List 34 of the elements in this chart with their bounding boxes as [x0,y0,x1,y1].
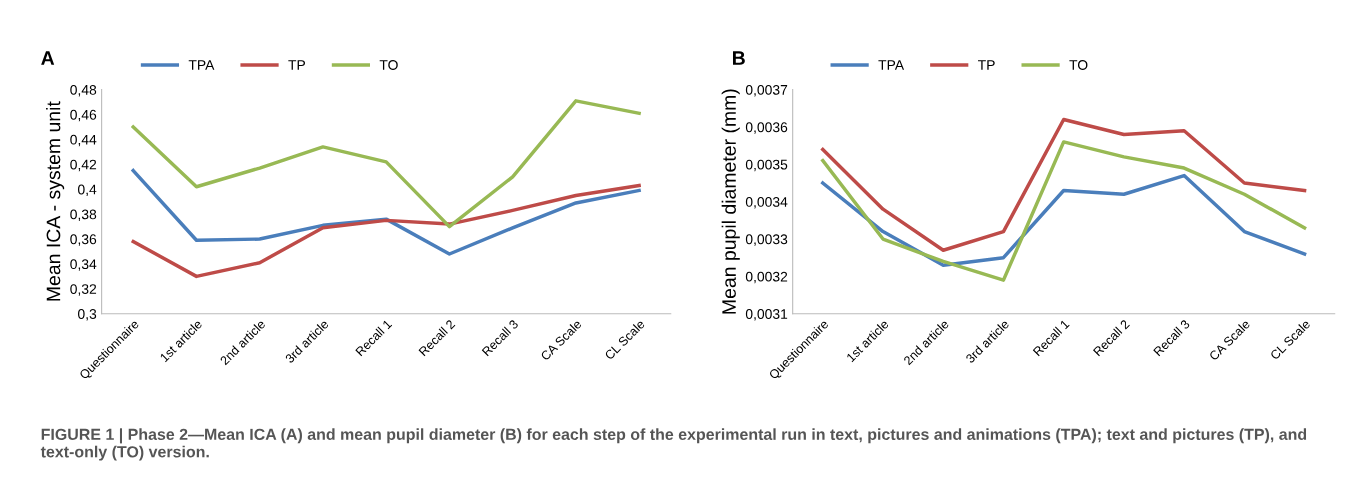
y-tick-label: 0,0031 [745,309,788,321]
y-tick-label: 0,0036 [745,122,788,134]
y-tick-label: 0,0037 [745,84,788,97]
chart-title: A [41,51,55,65]
y-tick-label: 0,32 [70,284,97,296]
y-tick-label: 0,4 [78,184,97,197]
legend-label: TO [1069,60,1088,70]
y-axis-title: Mean pupil diameter (mm) [721,89,740,314]
y-tick-label: 0,0034 [745,197,788,209]
legend-label: TO [379,60,398,70]
y-tick-label: 0,3 [78,309,97,321]
line-series [131,168,641,256]
y-tick-label: 0,42 [70,159,97,172]
y-tick-label: 0,46 [70,109,97,122]
line-series [131,99,641,229]
chart-title: B [733,51,745,65]
legend-label: TPA [188,60,215,70]
y-axis-title: Mean ICA - system unit [46,101,65,301]
y-tick-label: 0,0033 [745,234,788,246]
legend-label: TP [288,60,306,70]
legend-label: TPA [878,60,905,70]
line-series [821,117,1307,252]
line-series [821,173,1307,267]
caption: FIGURE 1 | Phase 2—Mean ICA (A) and mean pupil diameter (B) for each step of the experimental run in text, pictures and animations (TPA); text and pictures (TP), and text-only (TO) version. [40,428,1307,461]
y-tick-label: 0,0035 [745,159,788,172]
y-tick-label: 0,36 [70,234,97,246]
y-tick-label: 0,34 [70,259,97,271]
legend-label: TP [978,60,995,70]
line-series [821,140,1307,282]
y-tick-label: 0,38 [70,209,97,221]
y-tick-label: 0,0032 [745,271,788,284]
y-tick-label: 0,44 [70,134,97,147]
line-series [131,183,641,279]
y-tick-label: 0,48 [70,84,97,97]
